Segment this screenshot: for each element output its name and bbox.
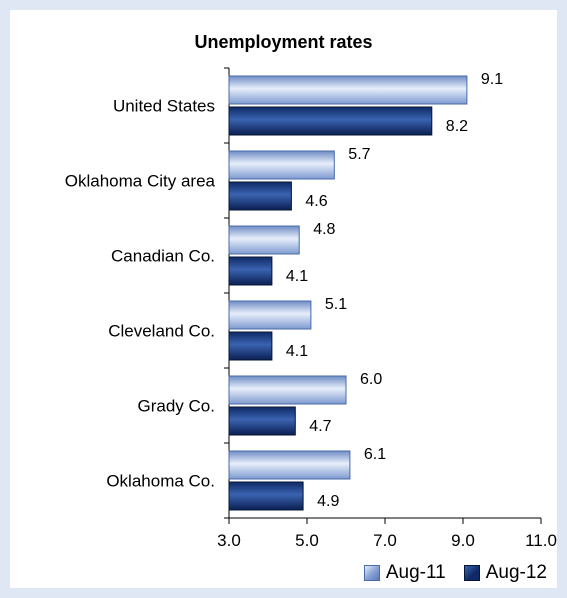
data-label: 5.1 bbox=[325, 296, 347, 313]
bar-aug-12 bbox=[228, 331, 273, 361]
bar-aug-11 bbox=[228, 375, 347, 405]
legend-swatch-aug-11 bbox=[363, 565, 380, 581]
x-tick-label: 9.0 bbox=[451, 531, 475, 550]
bar-aug-11 bbox=[228, 300, 312, 330]
bar-chart: 3.0 5.0 7.0 9.0 11.0 United States 9.1 8.2 Oklah… bbox=[65, 67, 557, 550]
x-tick-label: 7.0 bbox=[373, 531, 397, 550]
legend-item-aug-11: Aug-11 bbox=[363, 562, 446, 584]
chart-title: Unemployment rates bbox=[194, 32, 373, 52]
x-tick-label: 3.0 bbox=[217, 531, 241, 550]
data-label: 9.1 bbox=[481, 71, 503, 88]
bar-aug-12 bbox=[228, 406, 296, 436]
data-label: 4.9 bbox=[317, 493, 339, 510]
data-label: 5.7 bbox=[348, 146, 370, 163]
data-label: 8.2 bbox=[446, 118, 468, 135]
category-label: United States bbox=[113, 97, 215, 116]
legend: Aug-11 Aug-12 bbox=[363, 562, 547, 584]
category-label: Grady Co. bbox=[138, 397, 215, 416]
data-label: 4.8 bbox=[313, 221, 335, 238]
bar-aug-12 bbox=[228, 106, 433, 136]
category-label: Oklahoma Co. bbox=[106, 472, 215, 491]
bar-aug-11 bbox=[228, 150, 335, 180]
bar-aug-12 bbox=[228, 481, 304, 511]
category-label: Canadian Co. bbox=[111, 247, 215, 266]
category-label: Oklahoma City area bbox=[65, 172, 216, 191]
x-tick-label: 11.0 bbox=[525, 531, 557, 550]
x-tick-label: 5.0 bbox=[295, 531, 319, 550]
category-label: Cleveland Co. bbox=[108, 322, 215, 341]
data-label: 4.7 bbox=[309, 418, 331, 435]
data-label: 4.1 bbox=[286, 343, 308, 360]
legend-label-aug-11: Aug-11 bbox=[385, 562, 446, 583]
legend-label-aug-12: Aug-12 bbox=[485, 562, 547, 583]
bar-aug-11 bbox=[228, 450, 351, 480]
bar-aug-12 bbox=[228, 256, 273, 286]
chart-panel: Unemployment rates 3.0 5.0 7.0 9.0 11.0 Unite… bbox=[10, 10, 557, 588]
legend-item-aug-12: Aug-12 bbox=[463, 562, 547, 584]
data-label: 4.1 bbox=[286, 268, 308, 285]
bar-aug-12 bbox=[228, 181, 292, 211]
data-label: 4.6 bbox=[305, 193, 327, 210]
legend-swatch-aug-12 bbox=[463, 565, 480, 581]
bar-aug-11 bbox=[228, 75, 468, 105]
bar-aug-11 bbox=[228, 225, 300, 255]
data-label: 6.1 bbox=[364, 446, 386, 463]
data-label: 6.0 bbox=[360, 371, 382, 388]
